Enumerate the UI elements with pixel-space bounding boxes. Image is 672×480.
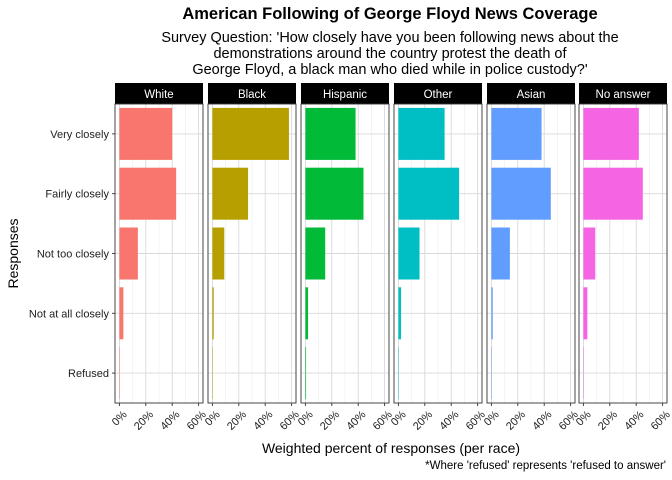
bar — [583, 107, 639, 160]
bar — [491, 167, 551, 220]
bar — [491, 227, 510, 280]
facet-strip — [301, 83, 389, 104]
chart-title: American Following of George Floyd News … — [182, 5, 598, 23]
chart-subtitle: Survey Question: 'How closely have you b… — [140, 30, 640, 78]
panel-border — [393, 103, 483, 404]
x-axis-title: Weighted percent of responses (per race) — [262, 440, 520, 456]
x-tick-label: 40% — [530, 409, 554, 433]
y-tick-label: Not at all closely — [29, 308, 110, 320]
bar — [212, 227, 225, 280]
x-tick-label: 0% — [389, 409, 409, 429]
facet-strip — [208, 83, 296, 104]
y-tick-label: Fairly closely — [45, 189, 109, 201]
facet-strip — [487, 83, 575, 104]
facet-strip — [115, 83, 203, 104]
panel-border — [300, 103, 390, 404]
x-tick-label: 20% — [318, 409, 342, 433]
chart-caption: *Where 'refused' represents 'refused to … — [425, 460, 666, 472]
bar — [305, 167, 364, 220]
bar — [398, 167, 460, 220]
facet-strip-label: Black — [238, 89, 266, 101]
bar — [305, 107, 356, 160]
bar — [583, 287, 588, 340]
y-tick-label: Refused — [68, 368, 109, 380]
y-tick-label: Very closely — [50, 129, 109, 141]
bar — [305, 287, 309, 340]
bar — [398, 287, 402, 340]
subtitle-line-2: demonstrations around the country protes… — [213, 46, 567, 62]
bar — [212, 167, 249, 220]
panel-border — [486, 103, 576, 404]
x-tick-label: 60% — [649, 409, 672, 433]
bar — [212, 287, 214, 340]
x-tick-label: 20% — [132, 409, 156, 433]
facet-strip-label: Asian — [517, 89, 546, 101]
bar — [491, 107, 542, 160]
facet-strip — [394, 83, 482, 104]
x-tick-label: 0% — [574, 409, 594, 429]
x-tick-label: 0% — [482, 409, 502, 429]
facet-strip-label: Other — [424, 89, 453, 101]
facet-strip — [579, 83, 667, 104]
subtitle-line-3: George Floyd, a black man who died while… — [192, 62, 588, 78]
bar — [119, 167, 177, 220]
panel-border — [578, 103, 668, 404]
bar — [398, 227, 420, 280]
facet-strip-label: Hispanic — [323, 89, 367, 101]
x-tick-label: 20% — [411, 409, 435, 433]
bar — [212, 107, 289, 160]
bar — [583, 227, 596, 280]
bar — [119, 107, 173, 160]
x-tick-label: 20% — [596, 409, 620, 433]
bar — [119, 287, 124, 340]
x-tick-label: 40% — [251, 409, 275, 433]
bar — [305, 347, 307, 400]
facet-strip-label: White — [144, 89, 173, 101]
bar — [398, 107, 445, 160]
bar — [583, 167, 643, 220]
x-tick-label: 40% — [344, 409, 368, 433]
x-tick-label: 40% — [437, 409, 461, 433]
panel-border — [207, 103, 297, 404]
x-tick-label: 40% — [158, 409, 182, 433]
y-axis-title: Responses — [5, 218, 21, 288]
subtitle-line-1: Survey Question: 'How closely have you b… — [161, 30, 619, 46]
x-tick-label: 20% — [504, 409, 528, 433]
x-tick-label: 40% — [622, 409, 646, 433]
x-tick-label: 20% — [225, 409, 249, 433]
bar — [305, 227, 326, 280]
x-tick-label: 0% — [296, 409, 316, 429]
x-tick-label: 0% — [110, 409, 130, 429]
x-tick-label: 0% — [203, 409, 223, 429]
y-tick-label: Not too closely — [37, 249, 110, 261]
facet-strip-label: No answer — [596, 89, 651, 101]
bar — [119, 227, 138, 280]
bar — [491, 287, 493, 340]
